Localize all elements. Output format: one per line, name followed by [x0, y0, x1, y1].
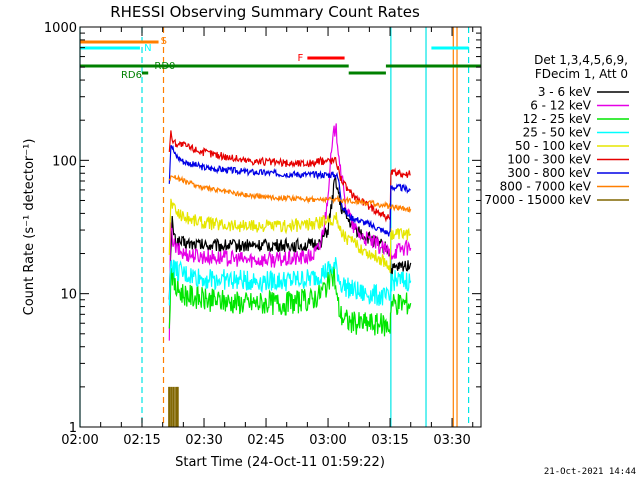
legend-label-5: 100 - 300 keV — [507, 153, 591, 167]
legend-label-4: 50 - 100 keV — [515, 139, 592, 153]
legend-label-1: 6 - 12 keV — [530, 99, 592, 113]
chart-title: RHESSI Observing Summary Count Rates — [110, 3, 420, 21]
marker-label-F: F — [297, 53, 303, 64]
y-tick-label-2: 100 — [52, 154, 77, 169]
marker-label-RD6: RD6 — [121, 70, 142, 81]
y-axis: 1 10 100 1000 — [44, 21, 481, 436]
legend-label-7: 800 - 7000 keV — [500, 180, 592, 194]
series-line-7 — [168, 174, 412, 214]
marker-label-RD0: RD0 — [154, 61, 175, 72]
x-axis-label: Start Time (24-Oct-11 01:59:22) — [175, 455, 385, 470]
marker-bars: SN F RD0 RD6 — [80, 36, 481, 81]
legend-label-3: 25 - 50 keV — [523, 126, 592, 140]
plot-frame — [79, 26, 482, 428]
x-tick-label-4: 03:00 — [309, 433, 346, 448]
y-tick-label-1: 10 — [60, 288, 77, 303]
series-line-6 — [168, 145, 411, 237]
legend-label-6: 300 - 800 keV — [507, 166, 591, 180]
footer-timestamp: 21-Oct-2021 14:44 — [544, 467, 636, 477]
x-axis: 02:00 02:15 02:30 02:45 03:00 03:15 03:30 — [61, 27, 474, 448]
series-line-4 — [168, 198, 412, 273]
y-axis-label: Count Rate (s⁻¹ detector⁻¹) — [22, 139, 37, 316]
series-curves — [168, 123, 412, 427]
marker-label-N: N — [144, 43, 151, 54]
series-line-2 — [168, 265, 412, 337]
series-line-1 — [168, 123, 412, 341]
x-tick-label-6: 03:30 — [433, 433, 470, 448]
vertical-lines — [79, 27, 470, 427]
series-line-5 — [168, 130, 411, 223]
x-tick-label-2: 02:30 — [185, 433, 222, 448]
legend-header-line-1: Det 1,3,4,5,6,9, — [534, 53, 628, 67]
x-tick-label-5: 03:15 — [371, 433, 408, 448]
legend: Det 1,3,4,5,6,9, FDecim 1, Att 0 3 - 6 k… — [484, 53, 629, 207]
legend-label-8: 7000 - 15000 keV — [484, 193, 591, 207]
x-tick-label-0: 02:00 — [61, 433, 98, 448]
x-tick-label-3: 02:45 — [247, 433, 284, 448]
legend-label-0: 3 - 6 keV — [538, 85, 592, 99]
y-tick-label-3: 1000 — [44, 21, 77, 36]
series-line-3 — [168, 257, 412, 306]
y-tick-label-0: 1 — [69, 421, 77, 436]
x-tick-label-1: 02:15 — [123, 433, 160, 448]
legend-header-line-2: FDecim 1, Att 0 — [535, 67, 628, 81]
marker-label-S: S — [161, 36, 167, 47]
legend-label-2: 12 - 25 keV — [523, 112, 592, 126]
